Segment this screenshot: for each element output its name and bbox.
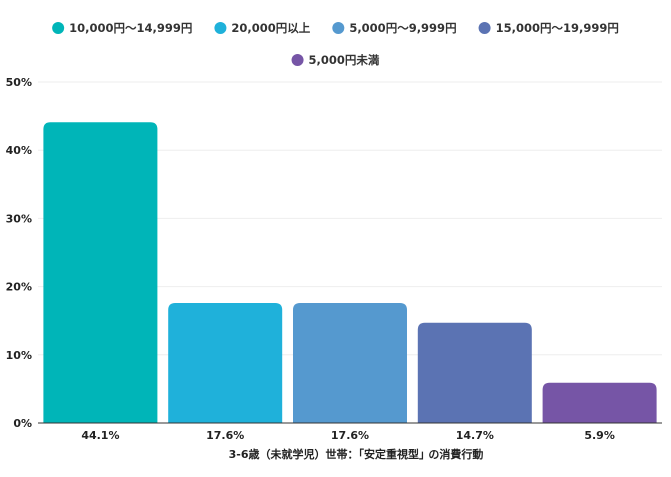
bar-5 bbox=[542, 382, 657, 423]
legend-marker-5 bbox=[291, 54, 304, 66]
category-labels: 44.1% 17.6% 17.6% 14.7% 5.9% bbox=[81, 429, 615, 442]
bars bbox=[43, 122, 657, 423]
legend-label-4: 15,000円～19,999円 bbox=[496, 21, 619, 35]
category-label-5: 5.9% bbox=[584, 429, 615, 442]
legend-marker-3 bbox=[332, 22, 345, 34]
category-label-2: 17.6% bbox=[206, 429, 244, 442]
legend-item-2[interactable]: 20,000円以上 bbox=[214, 21, 311, 35]
legend-label-3: 5,000円～9,999円 bbox=[349, 21, 456, 35]
bar-2 bbox=[168, 302, 283, 423]
y-tick-label-40: 40% bbox=[6, 144, 32, 157]
y-tick-label-50: 50% bbox=[6, 76, 32, 89]
category-label-3: 17.6% bbox=[331, 429, 369, 442]
category-label-4: 14.7% bbox=[456, 429, 494, 442]
legend: 10,000円～14,999円 20,000円以上 5,000円～9,999円 15,… bbox=[52, 21, 619, 67]
category-label-1: 44.1% bbox=[81, 429, 119, 442]
legend-item-1[interactable]: 10,000円～14,999円 bbox=[52, 21, 192, 35]
legend-item-3[interactable]: 5,000円～9,999円 bbox=[332, 21, 457, 35]
legend-label-5: 5,000円未満 bbox=[309, 53, 380, 67]
x-axis-label: 3-6歳（未就学児）世帯：｢安定重視型｣ の消費行動 bbox=[229, 447, 484, 461]
legend-item-4[interactable]: 15,000円～19,999円 bbox=[478, 21, 619, 35]
legend-marker-4 bbox=[478, 22, 491, 34]
legend-marker-1 bbox=[52, 22, 65, 34]
y-tick-label-10: 10% bbox=[6, 349, 32, 362]
bar-1 bbox=[43, 122, 158, 423]
legend-marker-2 bbox=[214, 22, 227, 34]
legend-item-5[interactable]: 5,000円未満 bbox=[291, 53, 380, 67]
y-tick-label-20: 20% bbox=[6, 281, 32, 294]
legend-label-1: 10,000円～14,999円 bbox=[69, 21, 192, 35]
legend-label-2: 20,000円以上 bbox=[231, 21, 310, 35]
y-axis-ticks: 0% 10% 20% 30% 40% 50% bbox=[6, 76, 32, 430]
bar-4 bbox=[417, 322, 532, 423]
bar-3 bbox=[293, 302, 407, 423]
y-tick-label-30: 30% bbox=[6, 212, 32, 225]
y-tick-label-0: 0% bbox=[13, 417, 32, 430]
